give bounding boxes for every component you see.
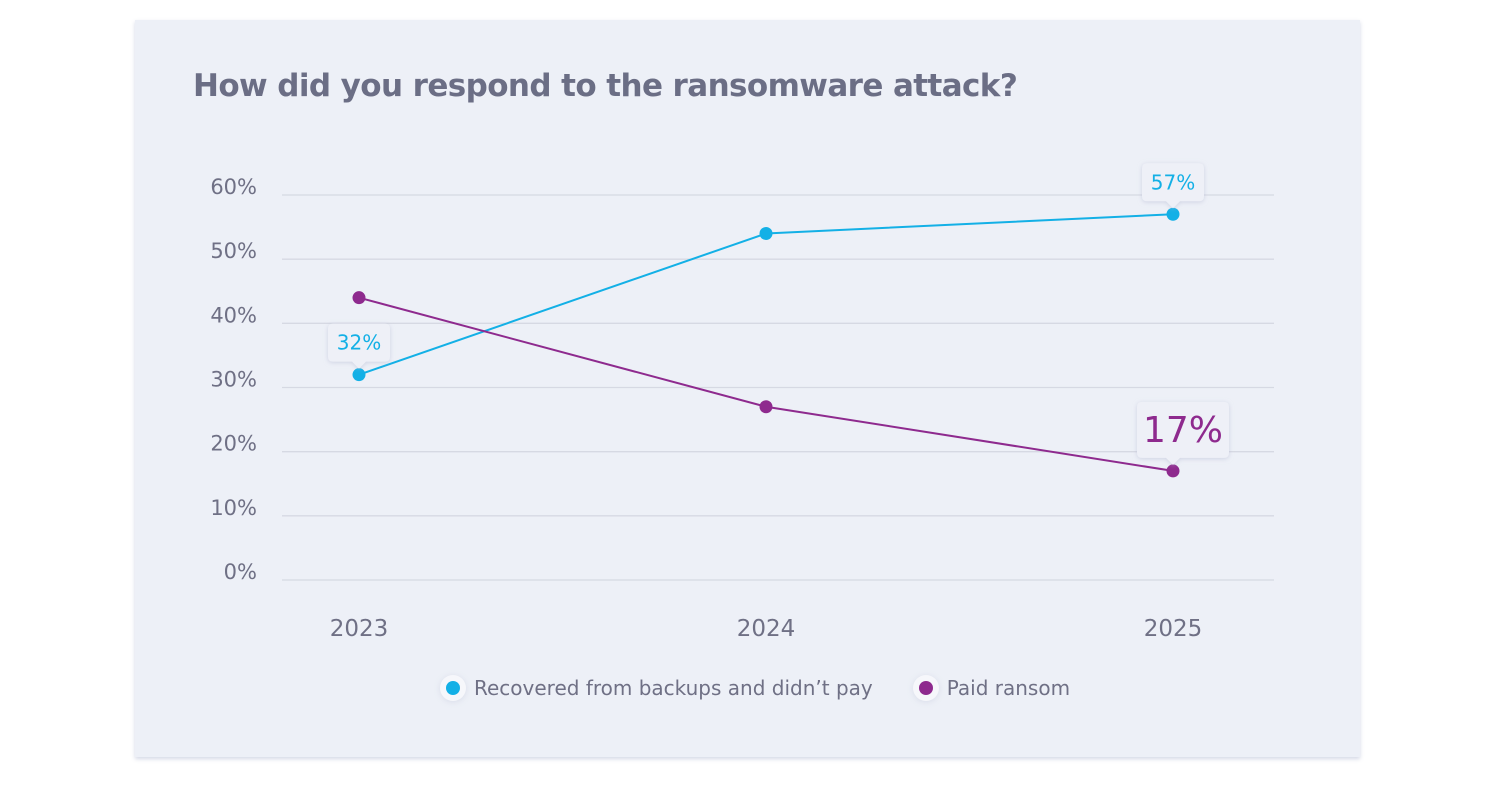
y-axis-ticks: 0% 10% 20% 30% 40% 50% 60%	[210, 175, 257, 584]
data-point[interactable]	[759, 227, 773, 240]
x-tick-label: 2024	[737, 616, 796, 642]
series-points	[352, 207, 1180, 478]
y-tick-label: 60%	[210, 175, 257, 199]
legend-label-paid-ransom: Paid ransom	[946, 676, 1071, 700]
y-tick-label: 50%	[210, 239, 257, 263]
bubble-background	[328, 323, 390, 369]
chart-card	[135, 20, 1360, 757]
bubble-background	[1137, 401, 1229, 465]
data-label-bubble: 17%	[1137, 401, 1229, 465]
legend-marker-paid-ransom	[918, 681, 933, 695]
legend-item-paid-ransom[interactable]: Paid ransom	[918, 676, 1071, 700]
y-tick-label: 30%	[210, 368, 257, 392]
data-point[interactable]	[1166, 207, 1180, 221]
legend-item-recovered[interactable]: Recovered from backups and didn’t pay	[446, 676, 873, 700]
data-label: 57%	[1151, 170, 1195, 194]
legend-marker-recovered	[446, 681, 460, 695]
gridlines	[282, 194, 1274, 581]
data-label: 17%	[1143, 410, 1223, 451]
bubble-background	[1142, 163, 1204, 209]
x-tick-label: 2025	[1144, 616, 1203, 642]
legend-label-recovered: Recovered from backups and didn’t pay	[474, 676, 873, 700]
data-label: 32%	[337, 331, 381, 355]
data-point[interactable]	[759, 400, 773, 414]
data-label-bubble: 57%	[1142, 163, 1204, 209]
x-tick-label: 2023	[330, 616, 389, 642]
data-point[interactable]	[352, 291, 366, 305]
y-tick-label: 0%	[224, 560, 257, 584]
series-lines	[358, 213, 1174, 472]
y-tick-label: 20%	[210, 432, 257, 456]
data-labels: 32% 57% 17%	[328, 163, 1229, 465]
chart-title: How did you respond to the ransomware at…	[193, 68, 1018, 104]
y-tick-label: 40%	[210, 303, 257, 327]
data-point[interactable]	[1166, 464, 1180, 478]
data-point[interactable]	[352, 368, 366, 382]
x-axis-ticks: 2023 2024 2025	[330, 616, 1203, 642]
legend: Recovered from backups and didn’t pay Pa…	[446, 676, 1116, 700]
y-tick-label: 10%	[210, 496, 257, 520]
data-label-bubble: 32%	[328, 323, 390, 369]
